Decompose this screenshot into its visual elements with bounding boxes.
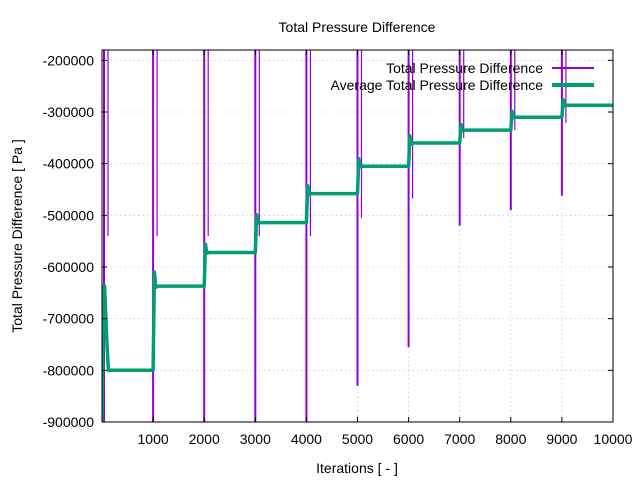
x-tick-label: 1000	[138, 431, 169, 447]
axis-ticks: 1000 2000 3000 4000 5000 6000 7000 8000 9000 1000…	[43, 50, 633, 447]
y-tick-label: -300000	[43, 104, 95, 120]
chart-title: Total Pressure Difference	[279, 19, 436, 35]
x-tick-label: 5000	[342, 431, 373, 447]
legend-label-total-pressure: Total Pressure Difference	[386, 60, 543, 76]
y-tick-label: -900000	[43, 414, 95, 430]
x-tick-label: 4000	[291, 431, 322, 447]
x-axis-label: Iterations [ - ]	[316, 460, 398, 476]
legend-label-average-pressure: Average Total Pressure Difference	[331, 77, 544, 93]
x-tick-label: 2000	[189, 431, 220, 447]
y-tick-label: -500000	[43, 207, 95, 223]
y-tick-label: -800000	[43, 362, 95, 378]
x-tick-label: 3000	[240, 431, 271, 447]
x-tick-label: 8000	[495, 431, 526, 447]
legend: Total Pressure Difference Average Total …	[331, 60, 594, 93]
y-tick-label: -400000	[43, 156, 95, 172]
x-tick-label: 7000	[444, 431, 475, 447]
x-tick-label: 6000	[393, 431, 424, 447]
plot-series	[102, 50, 613, 422]
y-tick-label: -700000	[43, 311, 95, 327]
series-line-average-pressure	[102, 97, 613, 422]
x-tick-label: 10000	[594, 431, 633, 447]
y-tick-label: -600000	[43, 259, 95, 275]
y-tick-label: -200000	[43, 52, 95, 68]
x-tick-label: 9000	[546, 431, 577, 447]
y-axis-label: Total Pressure Difference [ Pa ]	[9, 139, 25, 333]
